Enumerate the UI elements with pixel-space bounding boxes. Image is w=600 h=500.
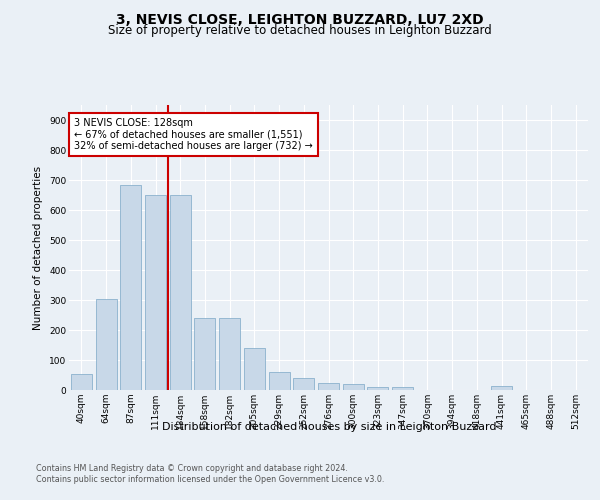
Text: 3 NEVIS CLOSE: 128sqm
← 67% of detached houses are smaller (1,551)
32% of semi-d: 3 NEVIS CLOSE: 128sqm ← 67% of detached … bbox=[74, 118, 313, 151]
Bar bbox=[367, 387, 388, 390]
Text: Size of property relative to detached houses in Leighton Buzzard: Size of property relative to detached ho… bbox=[108, 24, 492, 37]
Bar bbox=[343, 384, 364, 390]
Bar bbox=[170, 195, 191, 390]
Text: 3, NEVIS CLOSE, LEIGHTON BUZZARD, LU7 2XD: 3, NEVIS CLOSE, LEIGHTON BUZZARD, LU7 2X… bbox=[116, 12, 484, 26]
Bar bbox=[95, 298, 116, 390]
Text: Contains HM Land Registry data © Crown copyright and database right 2024.: Contains HM Land Registry data © Crown c… bbox=[36, 464, 348, 473]
Y-axis label: Number of detached properties: Number of detached properties bbox=[34, 166, 43, 330]
Bar bbox=[318, 382, 339, 390]
Bar bbox=[194, 318, 215, 390]
Bar bbox=[120, 184, 141, 390]
Text: Contains public sector information licensed under the Open Government Licence v3: Contains public sector information licen… bbox=[36, 475, 385, 484]
Bar bbox=[269, 372, 290, 390]
Bar bbox=[244, 348, 265, 390]
Text: Distribution of detached houses by size in Leighton Buzzard: Distribution of detached houses by size … bbox=[161, 422, 496, 432]
Bar bbox=[293, 378, 314, 390]
Bar bbox=[392, 387, 413, 390]
Bar bbox=[145, 195, 166, 390]
Bar bbox=[219, 318, 240, 390]
Bar bbox=[491, 386, 512, 390]
Bar bbox=[71, 374, 92, 390]
